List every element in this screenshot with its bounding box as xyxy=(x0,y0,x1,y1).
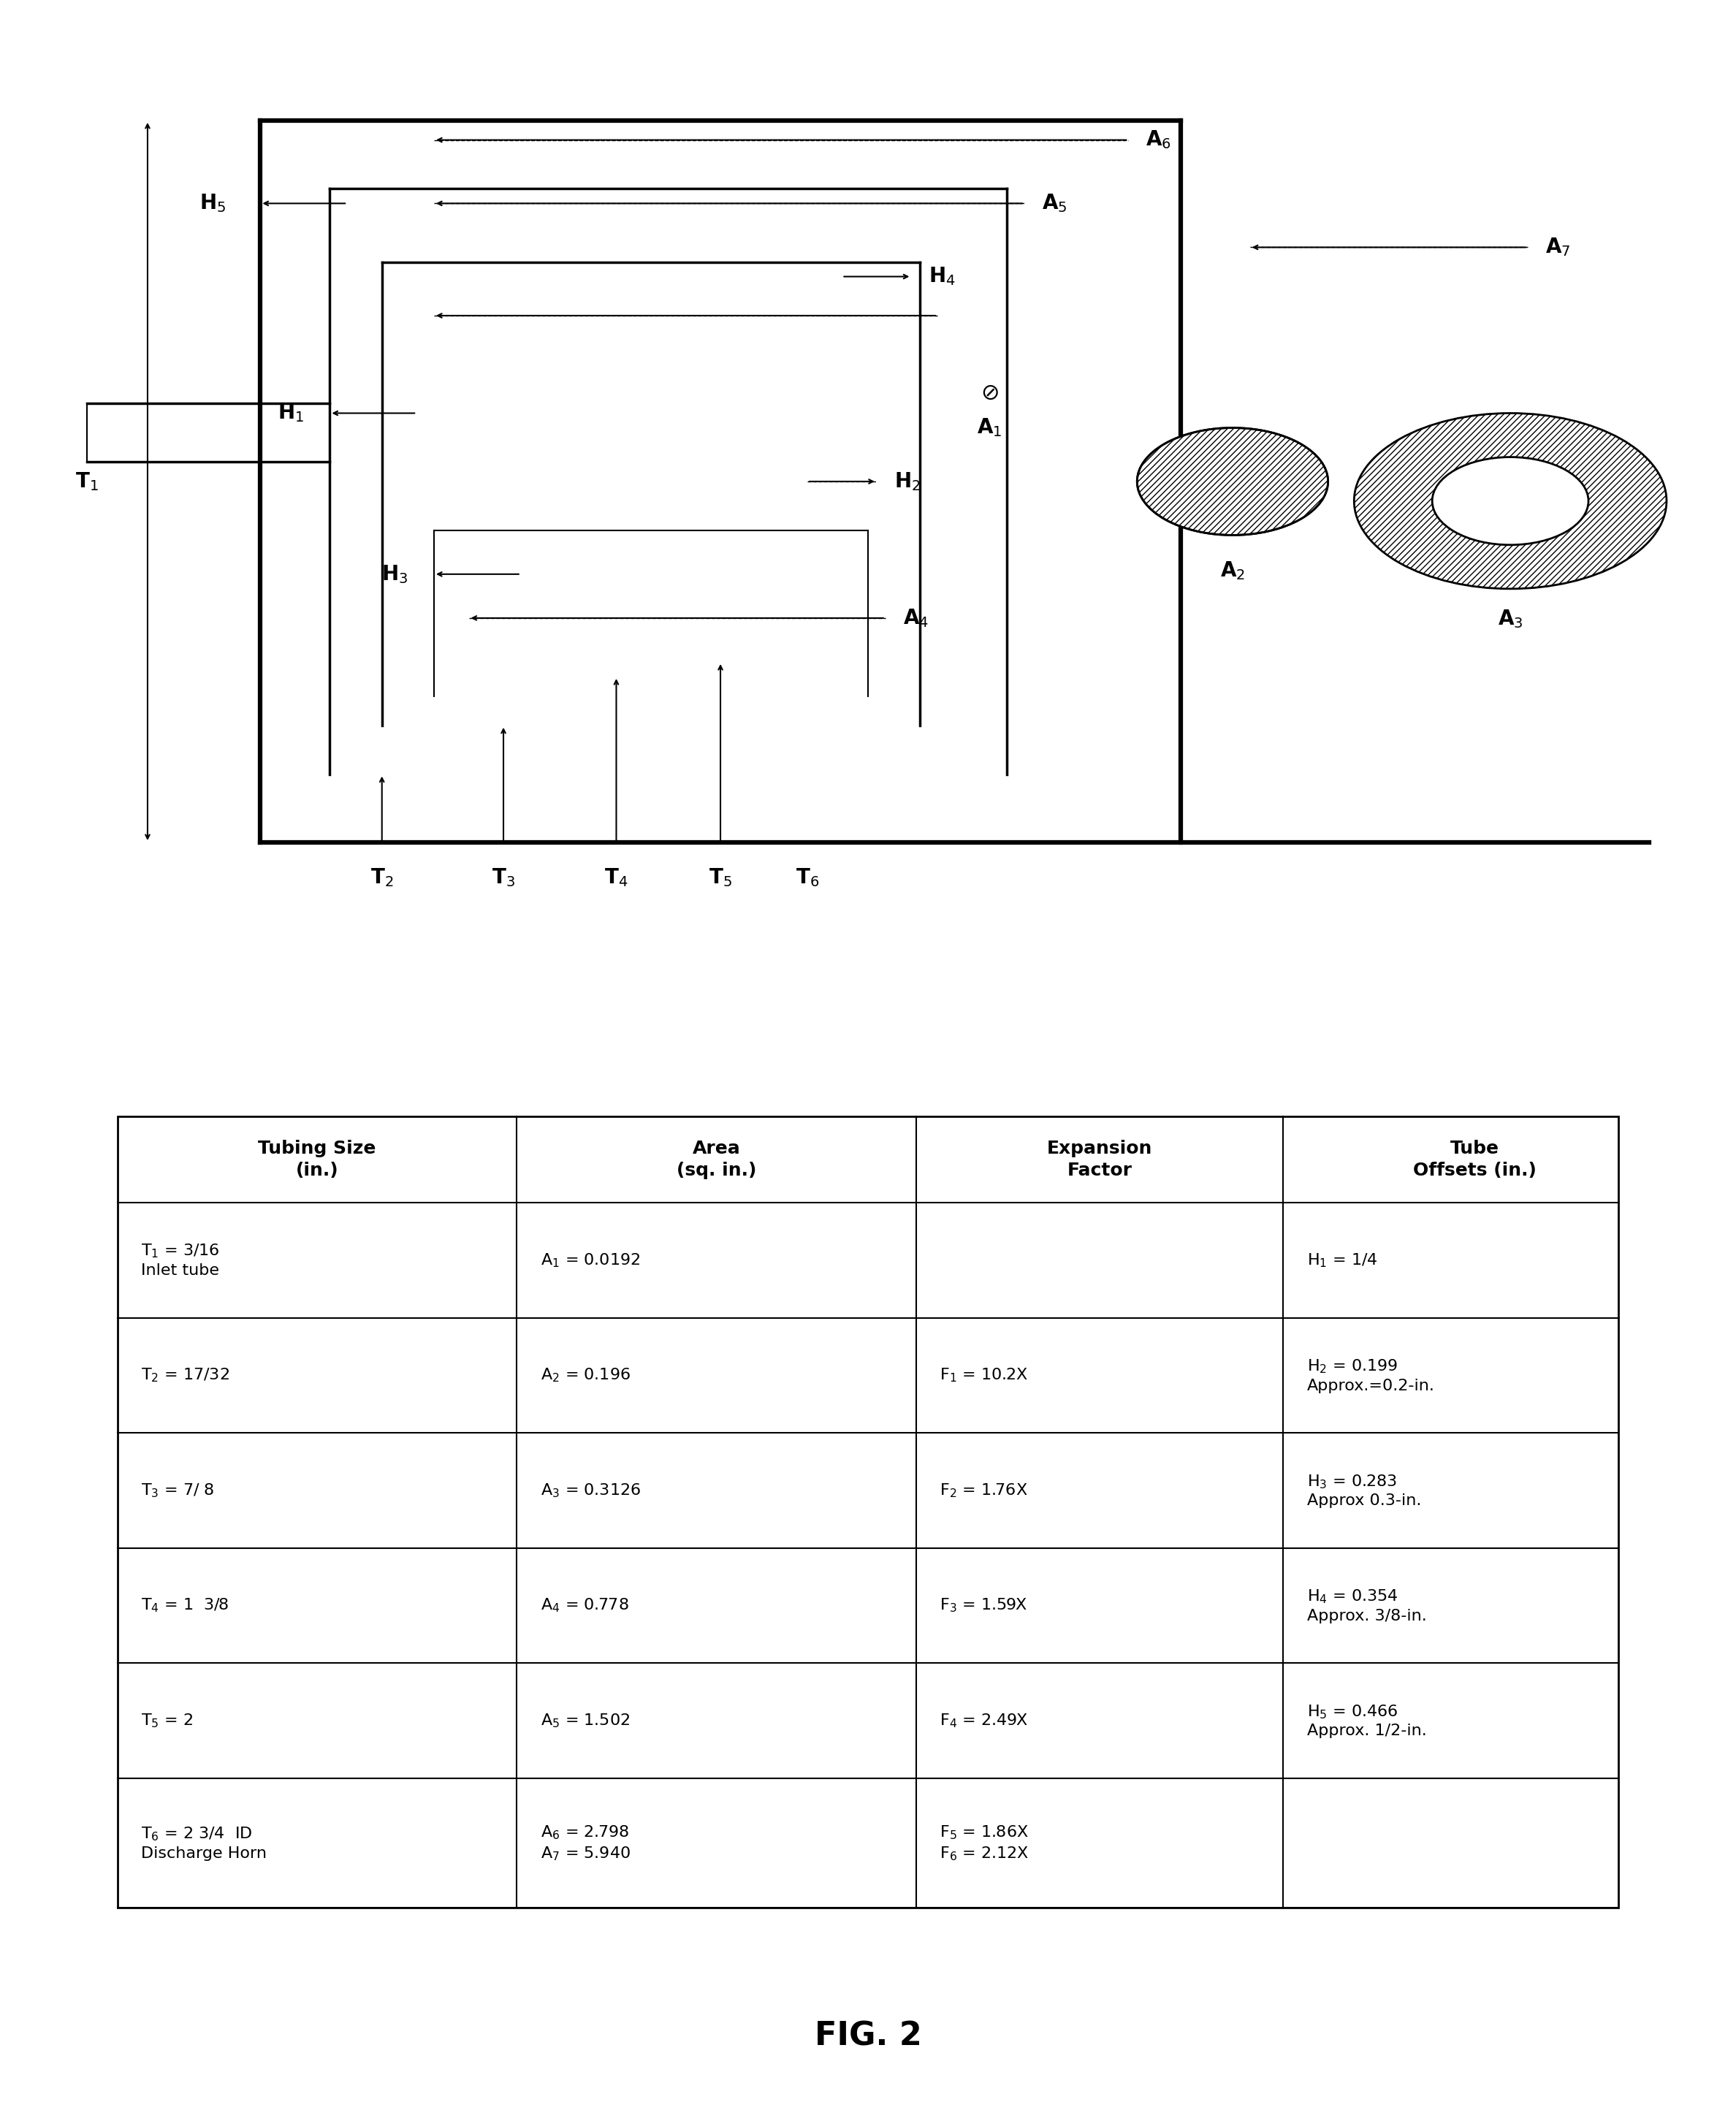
Text: H$_1$: H$_1$ xyxy=(278,403,304,424)
Text: FIG. 2: FIG. 2 xyxy=(814,2021,922,2051)
Text: H$_5$ = 0.466
Approx. 1/2-in.: H$_5$ = 0.466 Approx. 1/2-in. xyxy=(1307,1703,1427,1739)
Text: A$_3$: A$_3$ xyxy=(1498,609,1522,630)
Text: Expansion
Factor: Expansion Factor xyxy=(1047,1141,1153,1179)
Text: T$_1$: T$_1$ xyxy=(75,471,99,492)
Text: T$_2$: T$_2$ xyxy=(370,867,394,889)
Text: H$_2$ = 0.199
Approx.=0.2-in.: H$_2$ = 0.199 Approx.=0.2-in. xyxy=(1307,1357,1436,1393)
Text: F$_3$ = 1.59X: F$_3$ = 1.59X xyxy=(939,1597,1028,1614)
Text: A$_4$: A$_4$ xyxy=(903,607,929,630)
Text: H$_3$ = 0.283
Approx 0.3-in.: H$_3$ = 0.283 Approx 0.3-in. xyxy=(1307,1472,1422,1508)
Text: H$_1$ = 1/4: H$_1$ = 1/4 xyxy=(1307,1251,1378,1268)
Text: A$_1$ = 0.0192: A$_1$ = 0.0192 xyxy=(540,1251,641,1268)
Polygon shape xyxy=(1137,428,1328,534)
Text: A$_1$: A$_1$ xyxy=(977,418,1002,439)
Text: F$_4$ = 2.49X: F$_4$ = 2.49X xyxy=(939,1712,1028,1729)
Text: A$_2$ = 0.196: A$_2$ = 0.196 xyxy=(540,1366,630,1385)
Text: F$_2$ = 1.76X: F$_2$ = 1.76X xyxy=(939,1483,1028,1500)
Text: T$_6$ = 2 3/4  ID
Discharge Horn: T$_6$ = 2 3/4 ID Discharge Horn xyxy=(141,1826,267,1860)
Text: F$_5$ = 1.86X
F$_6$ = 2.12X: F$_5$ = 1.86X F$_6$ = 2.12X xyxy=(939,1824,1029,1862)
Text: T$_3$: T$_3$ xyxy=(491,867,516,889)
Text: Tubing Size
(in.): Tubing Size (in.) xyxy=(259,1141,377,1179)
Text: H$_4$: H$_4$ xyxy=(929,265,955,288)
Circle shape xyxy=(1354,414,1667,590)
Text: T$_4$ = 1  3/8: T$_4$ = 1 3/8 xyxy=(141,1597,229,1614)
Text: T$_5$ = 2: T$_5$ = 2 xyxy=(141,1712,193,1729)
Text: A$_3$ = 0.3126: A$_3$ = 0.3126 xyxy=(540,1483,641,1500)
Text: Tube
Offsets (in.): Tube Offsets (in.) xyxy=(1413,1141,1536,1179)
Text: T$_5$: T$_5$ xyxy=(708,867,733,889)
Text: T$_1$ = 3/16
Inlet tube: T$_1$ = 3/16 Inlet tube xyxy=(141,1243,220,1279)
Circle shape xyxy=(1432,458,1588,545)
Text: T$_4$: T$_4$ xyxy=(604,867,628,889)
Text: A$_6$ = 2.798
A$_7$ = 5.940: A$_6$ = 2.798 A$_7$ = 5.940 xyxy=(540,1824,630,1862)
Text: A$_7$: A$_7$ xyxy=(1545,235,1571,259)
Text: A$_5$ = 1.502: A$_5$ = 1.502 xyxy=(540,1712,630,1729)
Text: H$_4$ = 0.354
Approx. 3/8-in.: H$_4$ = 0.354 Approx. 3/8-in. xyxy=(1307,1589,1427,1623)
Text: F$_1$ = 10.2X: F$_1$ = 10.2X xyxy=(939,1366,1028,1385)
Text: $\oslash$: $\oslash$ xyxy=(981,384,998,405)
Text: T$_2$ = 17/32: T$_2$ = 17/32 xyxy=(141,1366,229,1385)
Text: A$_2$: A$_2$ xyxy=(1220,560,1245,581)
Text: H$_2$: H$_2$ xyxy=(894,471,920,492)
Text: A$_5$: A$_5$ xyxy=(1042,193,1068,214)
Circle shape xyxy=(1137,428,1328,534)
Text: T$_6$: T$_6$ xyxy=(795,867,819,889)
Text: H$_3$: H$_3$ xyxy=(382,564,408,585)
Text: Area
(sq. in.): Area (sq. in.) xyxy=(677,1141,757,1179)
Text: A$_6$: A$_6$ xyxy=(1146,129,1172,151)
Text: A$_4$ = 0.778: A$_4$ = 0.778 xyxy=(540,1597,628,1614)
Text: H$_5$: H$_5$ xyxy=(200,193,226,214)
Text: T$_3$ = 7/ 8: T$_3$ = 7/ 8 xyxy=(141,1483,215,1500)
